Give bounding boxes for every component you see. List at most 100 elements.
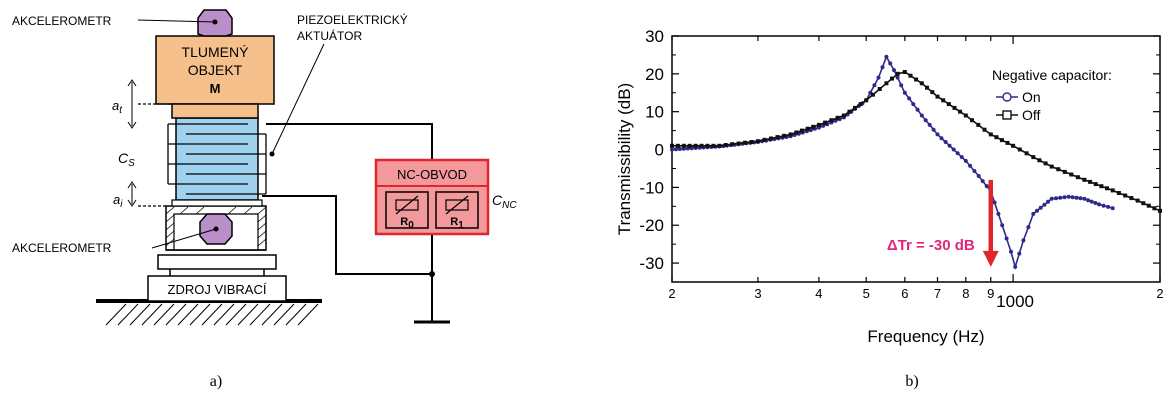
data-point xyxy=(743,140,748,145)
data-point xyxy=(705,143,710,148)
transmissibility-chart: 2 3 4 5 6 7 8 9 1000 2 -30 -20 -10 0 10 20 30 ΔTr = -30… xyxy=(615,27,1164,390)
data-point xyxy=(946,102,951,107)
data-point xyxy=(1088,179,1093,184)
data-point xyxy=(992,200,997,205)
data-point xyxy=(821,123,826,128)
data-point xyxy=(976,122,981,127)
data-point xyxy=(1129,196,1134,201)
data-point xyxy=(755,139,760,144)
data-point xyxy=(1049,164,1054,169)
piezo-actuator xyxy=(175,117,259,201)
data-point xyxy=(927,122,932,127)
data-point xyxy=(675,143,680,148)
data-point xyxy=(915,107,920,112)
data-point xyxy=(1058,195,1063,200)
data-point xyxy=(935,132,940,137)
data-point xyxy=(1093,182,1098,187)
data-point xyxy=(1082,196,1087,201)
data-point xyxy=(919,113,924,118)
data-point xyxy=(762,137,767,142)
data-point xyxy=(670,147,674,152)
ai-label: ai xyxy=(113,192,123,210)
data-point xyxy=(670,143,674,148)
data-point xyxy=(1110,206,1115,211)
data-point xyxy=(1017,251,1022,256)
attenuation-annotation: ΔTr = -30 dB xyxy=(887,237,975,254)
data-point xyxy=(782,133,787,138)
data-point xyxy=(693,143,698,148)
series-line-off xyxy=(672,71,1161,212)
data-point xyxy=(687,143,692,148)
data-point xyxy=(951,147,956,152)
data-point xyxy=(1075,175,1080,180)
data-point xyxy=(808,128,813,133)
y-tick-label: 30 xyxy=(645,27,664,46)
actuator-label-line1: PIEZOELEKTRICKÝ xyxy=(297,12,408,27)
data-point xyxy=(880,65,885,70)
data-point xyxy=(895,75,900,80)
data-point xyxy=(1062,195,1067,200)
attenuation-arrow-head xyxy=(982,250,999,267)
data-point xyxy=(1086,198,1091,203)
data-point xyxy=(870,92,875,97)
data-point xyxy=(853,105,857,110)
data-point xyxy=(736,141,741,146)
mass-symbol: M xyxy=(210,81,221,96)
wire-top xyxy=(266,123,433,160)
data-point xyxy=(835,115,840,120)
data-point xyxy=(1070,195,1075,200)
y-tick-label: 10 xyxy=(645,103,664,122)
data-point xyxy=(711,143,716,148)
data-point xyxy=(931,127,936,132)
x-tick-label: 6 xyxy=(901,286,908,301)
data-point xyxy=(1011,143,1016,148)
data-point xyxy=(1013,264,1018,269)
data-point xyxy=(864,98,869,103)
data-point xyxy=(976,174,981,178)
data-point xyxy=(895,71,900,76)
data-point xyxy=(963,113,968,118)
data-point xyxy=(941,98,946,103)
data-point xyxy=(914,77,919,82)
data-point xyxy=(877,87,882,91)
data-point xyxy=(884,54,889,59)
data-point xyxy=(1099,184,1104,189)
x-tick-label: 4 xyxy=(815,286,822,301)
actuator-electrodes xyxy=(167,123,267,195)
data-point xyxy=(1093,201,1098,205)
accelerometer-top-label: AKCELEROMETR xyxy=(12,14,112,28)
x-tick-label: 7 xyxy=(934,286,941,301)
data-point xyxy=(988,132,993,137)
data-point xyxy=(952,105,957,110)
setup-diagram: ZDROJ VIBRACÍ AKCELEROMETR ai xyxy=(12,9,517,390)
data-point xyxy=(1135,198,1140,203)
data-point xyxy=(799,128,804,133)
data-point xyxy=(1101,203,1106,208)
x-tick-label: 2 xyxy=(1156,286,1163,301)
data-point xyxy=(923,118,928,123)
r0-label: R0 xyxy=(400,216,414,231)
data-point xyxy=(1026,225,1031,230)
x-axis-label: Frequency (Hz) xyxy=(867,327,984,346)
x-tick-label: 2 xyxy=(668,286,675,301)
data-point xyxy=(907,96,912,101)
data-point xyxy=(1005,140,1010,145)
data-point xyxy=(1089,199,1094,204)
series-off xyxy=(670,70,1162,213)
legend-label: On xyxy=(1022,89,1041,105)
legend-marker xyxy=(1002,110,1012,120)
x-tick-label: 1000 xyxy=(996,292,1034,311)
data-point xyxy=(1152,206,1157,211)
data-point xyxy=(1069,172,1074,177)
legend-label: Off xyxy=(1022,107,1041,123)
data-point xyxy=(1017,147,1022,152)
data-point xyxy=(888,61,893,66)
x-tick-label: 5 xyxy=(863,286,870,301)
data-point xyxy=(994,135,999,140)
data-point xyxy=(858,102,863,107)
data-point xyxy=(958,109,963,114)
data-point xyxy=(1037,158,1042,163)
data-point xyxy=(1146,203,1151,208)
data-point xyxy=(775,135,780,140)
